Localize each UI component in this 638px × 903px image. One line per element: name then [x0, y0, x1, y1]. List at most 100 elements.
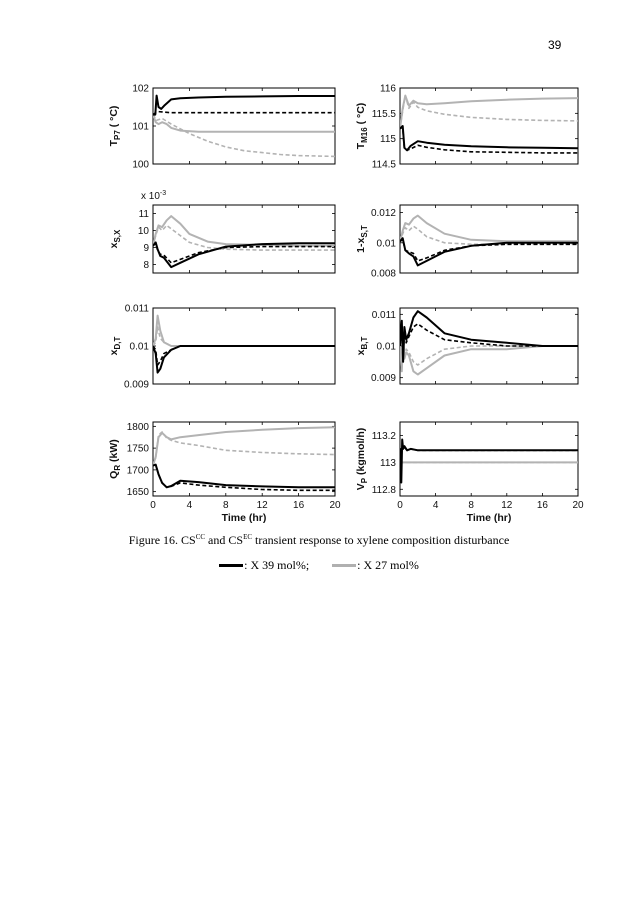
y-axis-label-unit: (kW) [108, 439, 120, 465]
x-axis-label: Time (hr) [222, 512, 267, 524]
panel-6: 0.009 0.01 0.011 xB,T [355, 307, 579, 385]
panel-3: 8 9 10 11 x 10-3 xS,X [108, 190, 336, 274]
y-tick-label: 1650 [127, 487, 150, 498]
series-light-solid [400, 94, 578, 129]
y-axis-label-sub: S,X [113, 229, 122, 243]
y-tick-label: 0.01 [377, 238, 397, 249]
caption-suffix: transient response to xylene composition… [252, 533, 510, 547]
x-tick-label: 0 [397, 500, 403, 511]
y-axis-label: xS,X [108, 229, 122, 248]
x-tick-label: 0 [150, 500, 156, 511]
series-light-solid [400, 214, 578, 243]
x-tick-label: 4 [433, 500, 439, 511]
legend-swatch-dark [219, 564, 244, 567]
y-axis-label-main: T [108, 139, 120, 146]
series-dark-solid [400, 438, 578, 484]
y-tick-label: 1800 [127, 422, 150, 433]
page-number: 39 [548, 38, 562, 52]
y-axis-label: xB,T [355, 337, 369, 356]
y-tick-label: 116 [380, 84, 396, 95]
series-dark-dashed [400, 239, 578, 262]
y-axis-label-main: x [108, 349, 120, 355]
series-light-dashed [153, 224, 335, 251]
y-axis-label-unit: (kgmol/h) [355, 428, 367, 478]
legend-label-x39: : X 39 mol%; [244, 558, 310, 572]
y-axis-label-unit: ( °C) [108, 106, 120, 131]
y-tick-label: 0.008 [371, 269, 396, 280]
y-axis-label: xD,T [108, 337, 122, 356]
series-dark-dashed [400, 126, 578, 154]
series-dark-dashed [153, 345, 335, 366]
y-axis-label-unit: ( °C) [355, 103, 367, 128]
x-tick-label: 20 [329, 500, 341, 511]
x-tick-label: 20 [572, 500, 584, 511]
x-tick-label: 12 [501, 500, 513, 511]
x-tick-label: 8 [468, 500, 474, 511]
series-dark-solid [400, 310, 578, 363]
y-tick-label: 0.012 [371, 208, 396, 219]
caption-prefix: Figure 16. CS [128, 533, 196, 547]
caption-sup-cc: CC [195, 533, 206, 541]
y-axis-label-sub: S,T [360, 225, 369, 238]
plot-frame [152, 204, 336, 274]
series-dark-solid [400, 237, 578, 267]
panel-1: 100 101 102 TP7 ( °C) [108, 84, 336, 171]
y-axis-label-main: x [108, 242, 120, 248]
series-dark-solid [153, 94, 335, 116]
y-tick-label: 0.011 [125, 304, 150, 315]
y-tick-label: 112.8 [372, 485, 397, 496]
panel-8: 112.8 113 113.2 0 4 8 12 16 20 Time (hr) VP (kgmol… [355, 421, 584, 524]
y-axis-label-main: 1-x [355, 237, 367, 252]
y-tick-label: 0.01 [377, 342, 397, 353]
y-tick-label: 0.009 [124, 380, 149, 391]
y-exponent-label: x 10-3 [141, 190, 166, 202]
series-dark-dashed [400, 445, 578, 452]
series-dark-dashed [153, 110, 335, 116]
series-light-solid [153, 314, 335, 347]
x-tick-label: 16 [293, 500, 305, 511]
series-light-dashed [400, 94, 578, 129]
caption-mid: and CS [205, 533, 244, 547]
series-dark-dashed [153, 463, 335, 492]
plot-frame [399, 421, 579, 497]
y-exponent-power: -3 [160, 190, 166, 197]
series-dark-dashed [400, 322, 578, 360]
y-tick-label: 0.009 [371, 373, 396, 384]
y-tick-label: 0.011 [372, 310, 397, 321]
y-tick-label: 102 [132, 84, 149, 95]
y-tick-label: 1750 [127, 444, 150, 455]
plot-frame [152, 421, 336, 497]
caption-sup-ec: EC [243, 533, 253, 541]
y-axis-label-main: x [355, 349, 367, 355]
y-axis-label-sub: P [360, 477, 369, 483]
y-axis-label: TM16 ( °C) [355, 103, 369, 150]
y-tick-label: 115.5 [372, 109, 397, 120]
y-tick-label: 11 [139, 209, 150, 220]
y-axis-label-main: V [355, 483, 367, 490]
y-axis-label: TP7 ( °C) [108, 106, 122, 147]
legend-item-x39: : X 39 mol%; [219, 558, 309, 573]
y-axis-label: 1-xS,T [355, 225, 369, 253]
series-light-dashed [153, 431, 335, 466]
y-axis-label-sub: D,T [113, 337, 122, 350]
y-axis-label: QR (kW) [108, 439, 122, 479]
y-tick-label: 100 [132, 160, 149, 171]
x-tick-label: 8 [223, 500, 229, 511]
x-tick-label: 16 [537, 500, 549, 511]
series-light-dashed [153, 114, 335, 158]
panel-2: 114.5 115 115.5 116 TM16 ( °C) [355, 84, 579, 171]
y-axis-label-main: Q [108, 471, 120, 479]
y-tick-label: 8 [143, 260, 149, 271]
plot-frame [152, 87, 336, 165]
y-axis-label-sub: B,T [360, 337, 369, 350]
series-dark-solid [153, 345, 335, 374]
y-tick-label: 113 [380, 458, 396, 469]
legend-item-x27: : X 27 mol% [332, 558, 419, 573]
x-axis-label: Time (hr) [467, 512, 512, 524]
legend-label-x27: : X 27 mol% [357, 558, 419, 572]
figure-legend: : X 39 mol%; : X 27 mol% [0, 556, 638, 573]
y-tick-label: 1700 [127, 465, 150, 476]
x-tick-label: 4 [187, 500, 193, 511]
y-axis-label-sub: P7 [113, 130, 122, 140]
